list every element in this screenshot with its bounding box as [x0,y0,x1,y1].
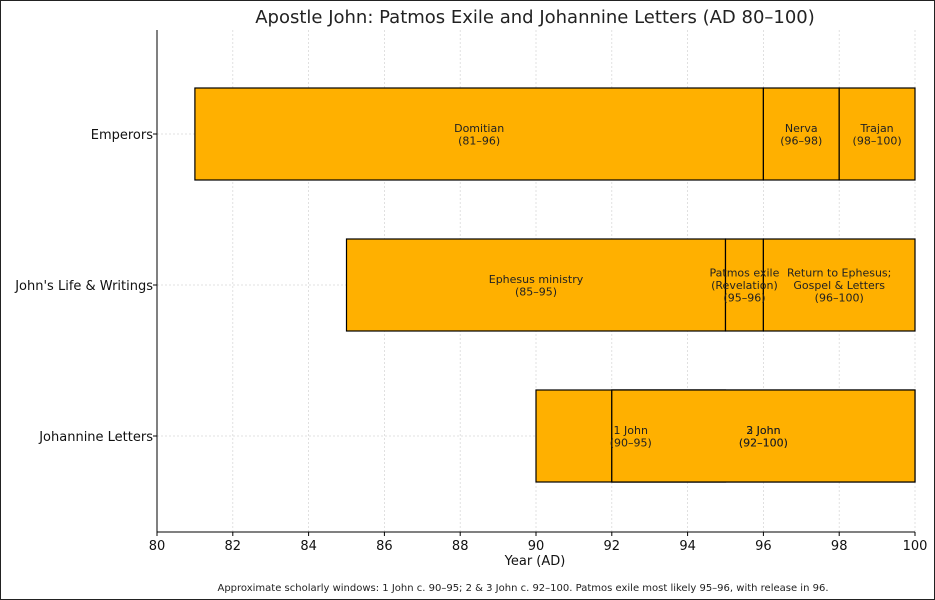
category-label: Emperors [91,128,153,143]
bar-label: 2 John (92–100) [739,424,788,450]
category-label: John's Life & Writings [14,279,153,294]
bar-label: Trajan (98–100) [853,122,902,148]
x-tick-label: 98 [831,539,848,554]
x-tick-label: 100 [903,539,928,554]
timeline-bar [345,238,727,332]
bar-label: Patmos exile (Revelation) (95–96) [710,267,780,305]
x-tick-label: 86 [376,539,393,554]
bar-label: Domitian (81–96) [454,122,504,148]
bar-label: Nerva (96–98) [780,122,822,148]
timeline-bar [611,389,916,483]
x-tick-label: 84 [300,539,317,554]
timeline-bar [762,238,916,332]
x-tick-label: 80 [149,539,166,554]
x-tick-label: 94 [679,539,696,554]
bar-label: 3 John (92–100) [739,424,788,450]
timeline-bar [724,238,765,332]
x-axis-label: Year (AD) [504,554,566,569]
chart-title: Apostle John: Patmos Exile and Johannine… [255,7,815,28]
bar-label: 1 John (90–95) [610,424,652,450]
timeline-bar [762,87,840,181]
timeline-bar [194,87,764,181]
bar-label: Return to Ephesus; Gospel & Letters (96–10… [787,267,891,305]
axes: 80 82 84 86 88 90 92 94 96 98 100 Emperors John's Li… [14,30,927,554]
timeline-bar [838,87,916,181]
footnote: Approximate scholarly windows: 1 John c.… [217,583,828,594]
bars: Domitian (81–96) Nerva (96–98) Trajan (98–100… [194,87,916,483]
x-tick-label: 92 [604,539,621,554]
bar-label: Ephesus ministry (85–95) [489,273,584,299]
x-tick-label: 88 [452,539,469,554]
x-tick-label: 90 [528,539,545,554]
category-label: Johannine Letters [38,430,153,445]
x-tick-label: 96 [755,539,772,554]
x-tick-label: 82 [225,539,242,554]
